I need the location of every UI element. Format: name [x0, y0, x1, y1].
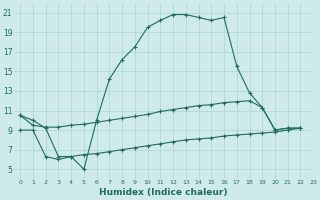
X-axis label: Humidex (Indice chaleur): Humidex (Indice chaleur) [99, 188, 228, 197]
